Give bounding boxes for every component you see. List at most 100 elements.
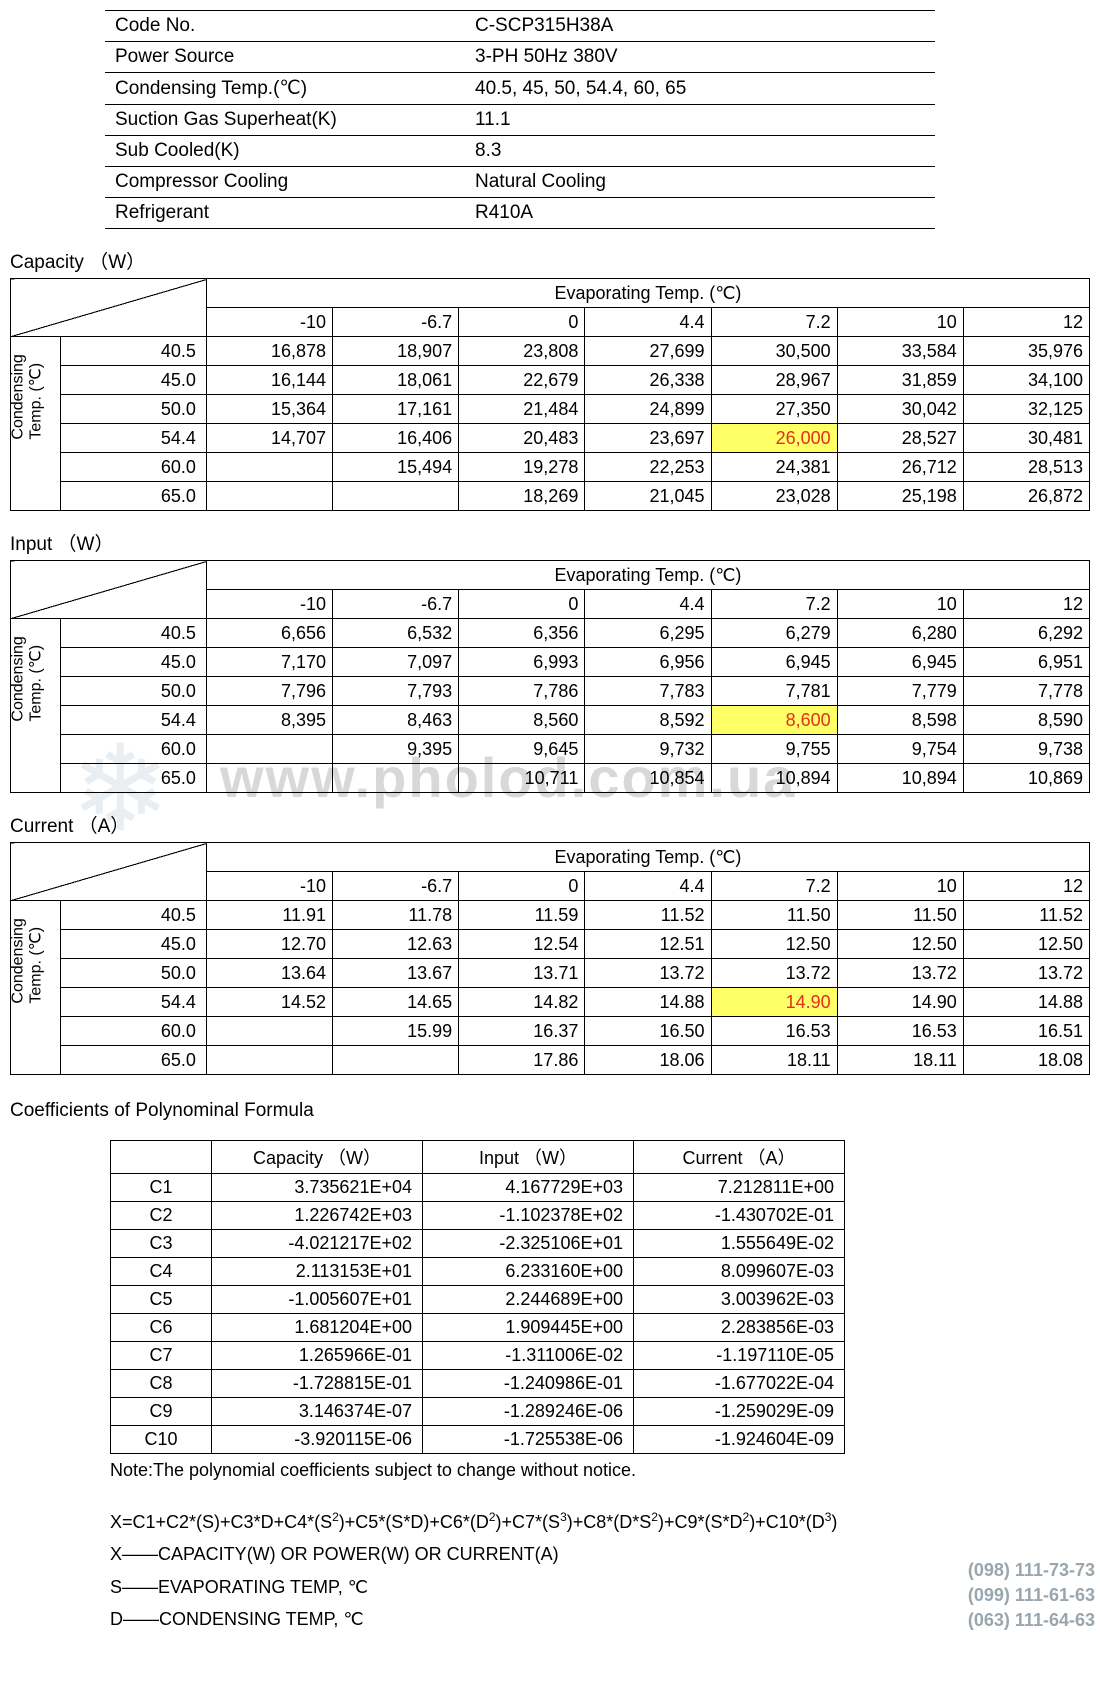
data-cell: 31,859: [837, 366, 963, 395]
data-cell: 6,279: [711, 619, 837, 648]
data-cell: 13.72: [837, 959, 963, 988]
coef-key: C3: [111, 1230, 212, 1258]
coef-value: 3.146374E-07: [212, 1398, 423, 1426]
data-cell: 26,000: [711, 424, 837, 453]
coef-table: Capacity （W）Input （W）Current （A）C13.7356…: [110, 1140, 845, 1454]
cond-temp: 65.0: [61, 764, 206, 793]
evap-temp: 7.2: [711, 872, 837, 901]
capacity-title: Capacity （W）: [10, 247, 1100, 274]
cond-temp: 45.0: [61, 366, 206, 395]
data-cell: 28,513: [963, 453, 1089, 482]
evap-temp: 12: [963, 590, 1089, 619]
cond-temp: 50.0: [61, 959, 206, 988]
coef-value: 1.681204E+00: [212, 1314, 423, 1342]
coef-value: -1.725538E-06: [423, 1426, 634, 1454]
data-cell: 14,707: [206, 424, 332, 453]
data-cell: 14.52: [206, 988, 332, 1017]
data-cell: 30,481: [963, 424, 1089, 453]
data-cell: 13.72: [711, 959, 837, 988]
cond-temp: 65.0: [61, 1046, 206, 1075]
coef-value: 6.233160E+00: [423, 1258, 634, 1286]
data-cell: 6,356: [459, 619, 585, 648]
cond-temp: 40.5: [61, 337, 206, 366]
coef-value: 8.099607E-03: [634, 1258, 845, 1286]
evap-temp: 10: [837, 590, 963, 619]
data-cell: 14.88: [963, 988, 1089, 1017]
data-cell: 8,600: [711, 706, 837, 735]
data-cell: 22,679: [459, 366, 585, 395]
data-cell: 12.50: [837, 930, 963, 959]
cond-label: CondensingTemp. (℃): [11, 901, 61, 1075]
data-cell: 11.52: [585, 901, 711, 930]
spec-label: Refrigerant: [105, 198, 465, 229]
coef-value: 1.555649E-02: [634, 1230, 845, 1258]
data-cell: 11.78: [333, 901, 459, 930]
spec-label: Compressor Cooling: [105, 167, 465, 198]
evap-temp: 0: [459, 308, 585, 337]
coef-header: Input （W）: [423, 1141, 634, 1174]
data-cell: 27,699: [585, 337, 711, 366]
coef-key: C6: [111, 1314, 212, 1342]
data-cell: 11.59: [459, 901, 585, 930]
evap-temp: -6.7: [333, 872, 459, 901]
coef-value: -1.311006E-02: [423, 1342, 634, 1370]
evap-temp: -10: [206, 308, 332, 337]
coef-key: C4: [111, 1258, 212, 1286]
data-cell: 9,645: [459, 735, 585, 764]
coef-value: -1.197110E-05: [634, 1342, 845, 1370]
coef-value: -1.430702E-01: [634, 1202, 845, 1230]
data-cell: 7,793: [333, 677, 459, 706]
coef-value: 2.244689E+00: [423, 1286, 634, 1314]
data-cell: 26,712: [837, 453, 963, 482]
data-cell: 20,483: [459, 424, 585, 453]
data-cell: 7,783: [585, 677, 711, 706]
spec-value: C-SCP315H38A: [465, 11, 935, 42]
evap-temp: 4.4: [585, 308, 711, 337]
coef-key: C5: [111, 1286, 212, 1314]
data-cell: 16,144: [206, 366, 332, 395]
spec-label: Code No.: [105, 11, 465, 42]
coef-key: C9: [111, 1398, 212, 1426]
evap-temp: -10: [206, 872, 332, 901]
data-cell: 6,956: [585, 648, 711, 677]
data-cell: 12.70: [206, 930, 332, 959]
coef-value: -1.677022E-04: [634, 1370, 845, 1398]
data-cell: 6,656: [206, 619, 332, 648]
spec-label: Suction Gas Superheat(K): [105, 105, 465, 136]
cond-temp: 65.0: [61, 482, 206, 511]
coef-note: Note:The polynomial coefficients subject…: [110, 1460, 1100, 1481]
coef-key: C1: [111, 1174, 212, 1202]
data-cell: 9,738: [963, 735, 1089, 764]
evap-header: Evaporating Temp. (℃): [206, 561, 1089, 590]
data-cell: 9,395: [333, 735, 459, 764]
data-cell: 15.99: [333, 1017, 459, 1046]
spec-value: 11.1: [465, 105, 935, 136]
data-cell: 16.37: [459, 1017, 585, 1046]
formula-d: D——CONDENSING TEMP, ℃: [110, 1603, 1100, 1635]
coef-value: -1.102378E+02: [423, 1202, 634, 1230]
data-cell: 16.53: [711, 1017, 837, 1046]
coef-key: C7: [111, 1342, 212, 1370]
data-cell: 7,779: [837, 677, 963, 706]
formula-equation: X=C1+C2*(S)+C3*D+C4*(S2)+C5*(S*D)+C6*(D2…: [110, 1506, 1100, 1538]
data-cell: [333, 764, 459, 793]
cond-temp: 45.0: [61, 930, 206, 959]
evap-temp: -6.7: [333, 590, 459, 619]
data-cell: 32,125: [963, 395, 1089, 424]
data-cell: 10,869: [963, 764, 1089, 793]
coef-value: -1.259029E-09: [634, 1398, 845, 1426]
coef-value: 1.265966E-01: [212, 1342, 423, 1370]
evap-temp: 7.2: [711, 308, 837, 337]
cond-temp: 40.5: [61, 619, 206, 648]
data-cell: 16.50: [585, 1017, 711, 1046]
data-cell: 17,161: [333, 395, 459, 424]
data-cell: 8,560: [459, 706, 585, 735]
data-cell: 14.82: [459, 988, 585, 1017]
evap-temp: 10: [837, 872, 963, 901]
phone-1: (098) 111-73-73: [968, 1558, 1095, 1583]
cond-temp: 54.4: [61, 988, 206, 1017]
coef-value: 4.167729E+03: [423, 1174, 634, 1202]
data-cell: 26,872: [963, 482, 1089, 511]
evap-temp: -10: [206, 590, 332, 619]
cond-temp: 60.0: [61, 735, 206, 764]
